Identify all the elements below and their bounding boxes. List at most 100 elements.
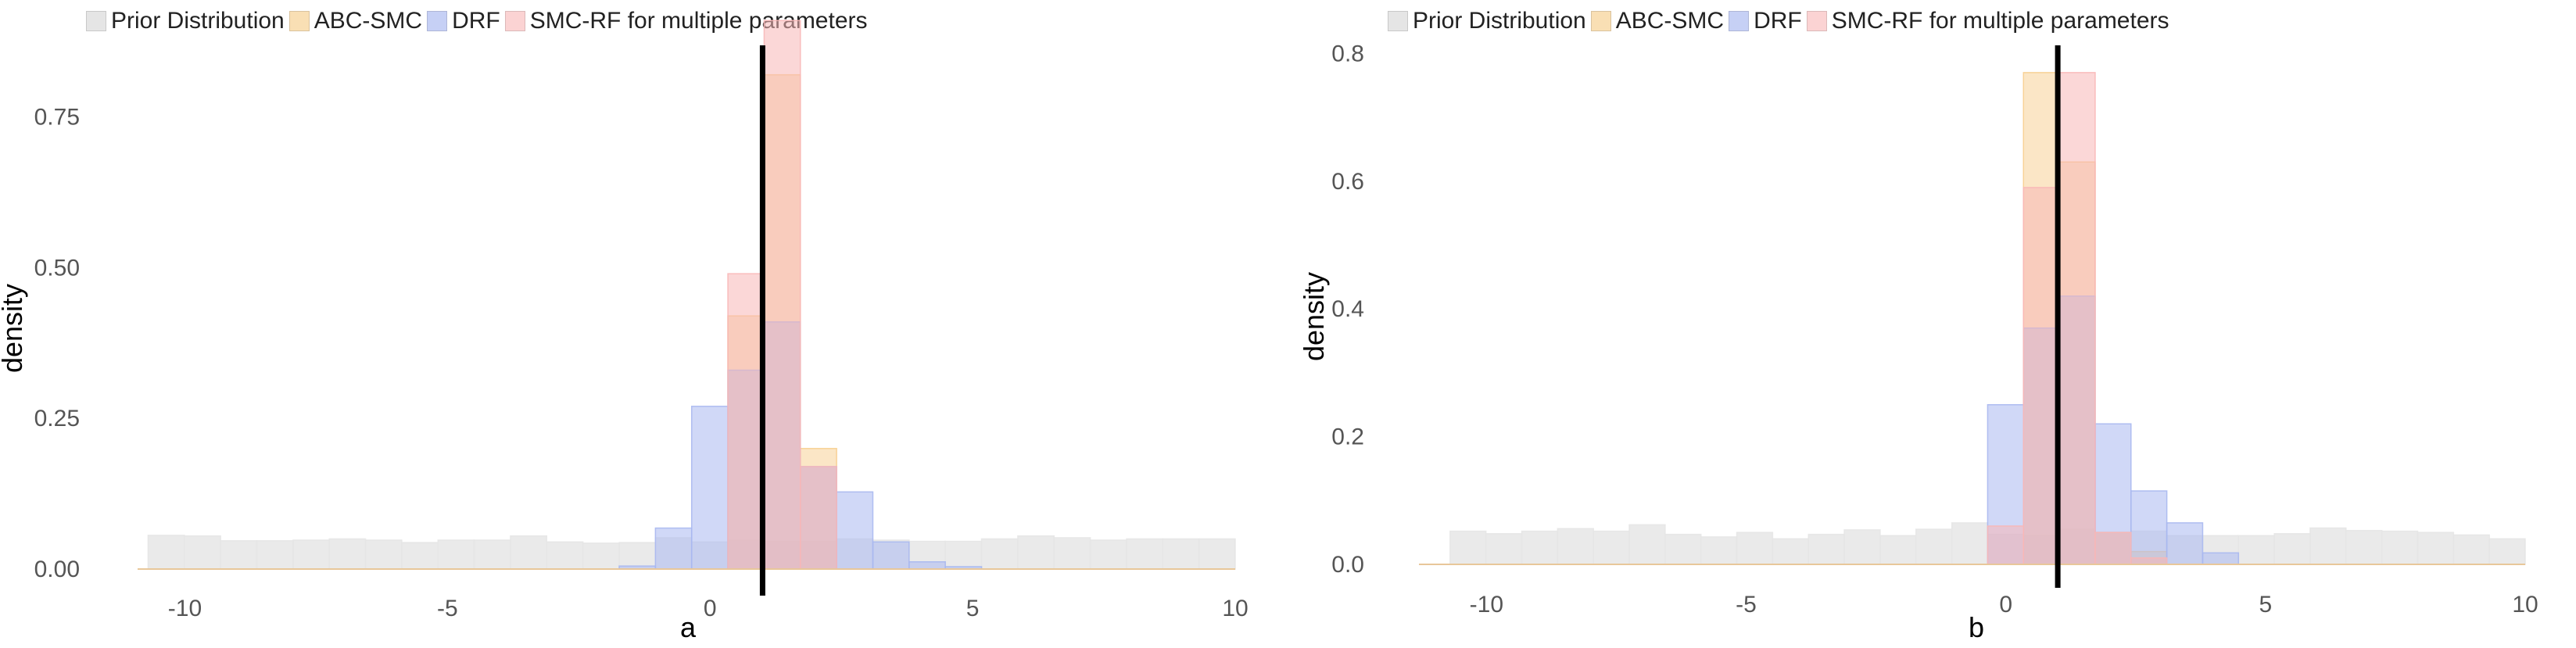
histogram-bar [184,535,221,570]
histogram-bar [908,560,946,570]
legend-swatch-drf [427,11,448,31]
y-tick-label: 0.75 [34,105,80,131]
histogram-bar [1198,538,1236,570]
histogram-bar [1593,530,1630,565]
legend-swatch-abc-smc [288,11,310,31]
y-tick-label: 0.8 [1331,41,1364,66]
histogram-bar [618,542,657,570]
histogram-bar [401,542,439,570]
histogram-panel-b: Prior Distribution ABC-SMC DRF SMC-RF fo… [1298,0,2576,648]
histogram-bar [2237,535,2275,565]
histogram-bar [1772,538,1809,565]
histogram-bar [1089,539,1127,570]
legend-item-smc-rf: SMC-RF for multiple parameters [504,8,868,34]
legend-item-prior: Prior Distribution [1388,8,1586,34]
x-tick-label: -10 [1470,592,1503,618]
histogram-bar [2202,552,2240,565]
histogram-bar [2058,72,2096,565]
histogram-bar [654,527,693,570]
legend-item-smc-rf: SMC-RF for multiple parameters [1806,8,2169,34]
histogram-bar [1557,528,1594,565]
y-axis-title: density [0,284,28,373]
histogram-bar [2309,527,2347,565]
histogram-bar [763,20,801,570]
histogram-bar [1162,538,1200,570]
x-tick-label: -5 [1736,592,1757,618]
legend-label-smc-rf: SMC-RF for multiple parameters [529,8,868,34]
y-tick-label: 0.6 [1331,169,1364,195]
histogram-bar [1807,533,1845,565]
legend-label-abc-smc: ABC-SMC [313,8,423,34]
legend-item-drf: DRF [1729,8,1802,34]
y-tick-label: 0.4 [1331,296,1364,322]
y-tick-label: 0.0 [1331,552,1364,578]
histogram-bar [690,406,729,570]
histogram-bar [510,535,548,570]
x-axis-title: a [680,611,697,643]
x-tick-label: 0 [1999,592,2012,618]
histogram-bar [1449,530,1487,565]
legend-swatch-smc-rf [504,11,525,31]
histogram-bar [872,541,910,570]
legend-item-drf: DRF [427,8,500,34]
histogram-panel-a: Prior Distribution ABC-SMC DRF SMC-RF fo… [0,0,1274,648]
legend: Prior Distribution ABC-SMC DRF SMC-RF fo… [1388,8,2174,34]
chart-svg-b: -10 -5 0 5 10 0.0 0.2 0.4 0.6 0.8 b density [1298,41,2538,643]
legend: Prior Distribution ABC-SMC DRF SMC-RF fo… [86,8,872,34]
histogram-bar [727,273,765,570]
histogram-bar [1843,529,1881,565]
legend-swatch-drf [1729,11,1750,31]
y-axis-title: density [1298,272,1330,361]
x-tick-label: 10 [1222,596,1248,621]
histogram-bar [546,541,584,570]
histogram-bar [1700,536,1738,565]
histogram-bar [437,539,475,570]
histogram-bar [2094,532,2132,565]
histogram-bar [364,539,403,570]
histogram-bar [1628,524,1666,565]
x-tick-label: 10 [2512,592,2538,618]
legend-label-drf: DRF [1754,8,1802,34]
histogram-bar [2417,532,2455,565]
histogram-bar [1879,535,1917,565]
x-tick-label: 5 [2259,592,2272,618]
y-tick-label: 0.25 [34,406,80,431]
series-smc-rf-for-multiple-parameters [727,20,837,570]
histogram-bar [980,538,1019,570]
histogram-bar [1736,532,1774,565]
legend-item-abc-smc: ABC-SMC [1590,8,1725,34]
legend-item-abc-smc: ABC-SMC [288,8,423,34]
histogram-bar [2381,530,2419,565]
histogram-bar [473,539,511,570]
histogram-bar [1915,528,1953,565]
histogram-bar [1485,533,1523,565]
histogram-bar [256,540,294,570]
histogram-bar [1017,535,1055,570]
x-tick-label: 0 [704,596,717,621]
histogram-bar [2452,534,2490,565]
y-tick-label: 0.2 [1331,424,1364,450]
x-tick-label: -10 [168,596,202,621]
series-smc-rf-for-multiple-parameters [1987,72,2168,565]
histogram-bar [836,491,874,570]
histogram-bar [147,535,185,570]
histogram-bar [2345,529,2383,565]
legend-swatch-abc-smc [1590,11,1611,31]
histogram-bar [2130,557,2168,565]
legend-label-prior: Prior Distribution [111,8,285,34]
histogram-bar [292,539,330,570]
x-axis-title: b [1969,611,1984,643]
legend-label-drf: DRF [452,8,500,34]
histogram-bar [2488,538,2526,565]
histogram-bar [2273,533,2311,565]
histogram-bar [1664,533,1702,565]
histogram-bar [944,540,983,570]
legend-swatch-smc-rf [1806,11,1827,31]
histogram-bar [1521,530,1559,565]
y-tick-label: 0.50 [34,255,80,281]
histogram-bar [220,540,258,570]
histogram-bar [2166,522,2204,565]
legend-label-abc-smc: ABC-SMC [1615,8,1725,34]
histogram-bar [1126,538,1164,570]
legend-label-prior: Prior Distribution [1413,8,1586,34]
